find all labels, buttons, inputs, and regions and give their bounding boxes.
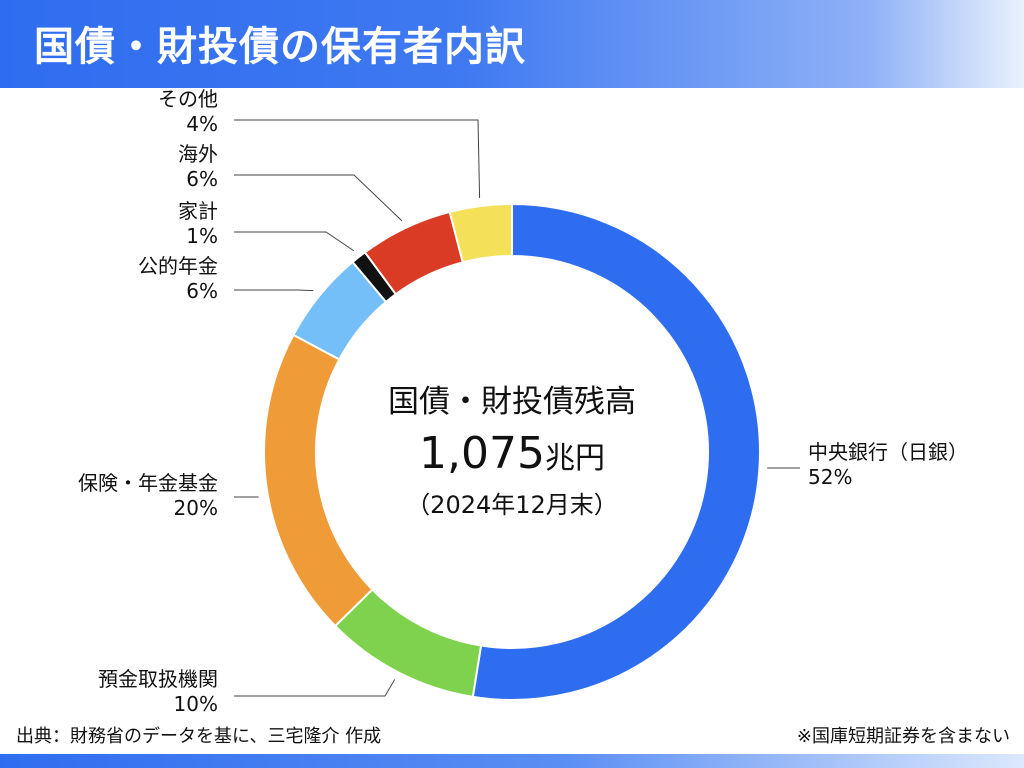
slice-deposit-institutions-name-label: 預金取扱機関 [98,667,218,691]
slice-deposit-institutions-percent-label: 10% [174,692,218,716]
slice-other [448,202,513,264]
source-note: 出典：財務省のデータを基に、三宅隆介 作成 [16,726,382,747]
slice-deposit-institutions-leader [234,679,396,697]
slice-insurance-pension-name-label: 保険・年金基金 [78,471,218,495]
header-banner: 国債・財投債の保有者内訳 [0,0,1024,88]
slice-public-pension-leader [234,289,314,292]
slice-households-name-label: 家計 [178,199,218,223]
slice-households-percent-label: 1% [186,224,218,248]
slice-overseas-name-label: 海外 [178,142,218,166]
slice-households-leader [234,231,355,252]
slice-other-name-label: その他 [158,88,218,111]
donut-chart: 中央銀行（日銀）52%預金取扱機関10%保険・年金基金20%公的年金6%家計1%… [78,88,968,716]
exclusion-note: ※国庫短期証券を含まない [796,726,1010,747]
footer-bar [0,754,1024,768]
slice-other-leader [234,119,481,199]
chart-leader-lines [234,119,800,697]
slice-overseas-leader [234,174,403,222]
center-date: （2024年12月末） [406,491,618,519]
slice-insurance-pension-percent-label: 20% [174,496,218,520]
slice-overseas-percent-label: 6% [186,167,218,191]
center-value-line: 1,075兆円 [419,428,605,479]
slice-other-percent-label: 4% [186,112,218,136]
center-unit: 兆円 [545,441,605,476]
chart-slices [263,202,761,701]
chart-labels: 中央銀行（日銀）52%預金取扱機関10%保険・年金基金20%公的年金6%家計1%… [78,88,968,716]
page-title: 国債・財投債の保有者内訳 [34,24,526,70]
slice-central-bank-name-label: 中央銀行（日銀） [808,440,968,464]
slice-central-bank [471,202,761,701]
slice-public-pension-name-label: 公的年金 [138,254,218,278]
slice-public-pension-percent-label: 6% [186,279,218,303]
slice-insurance-pension [263,333,374,628]
center-value: 1,075 [419,428,545,479]
center-title: 国債・財投債残高 [388,384,636,420]
slice-central-bank-percent-label: 52% [808,465,852,489]
